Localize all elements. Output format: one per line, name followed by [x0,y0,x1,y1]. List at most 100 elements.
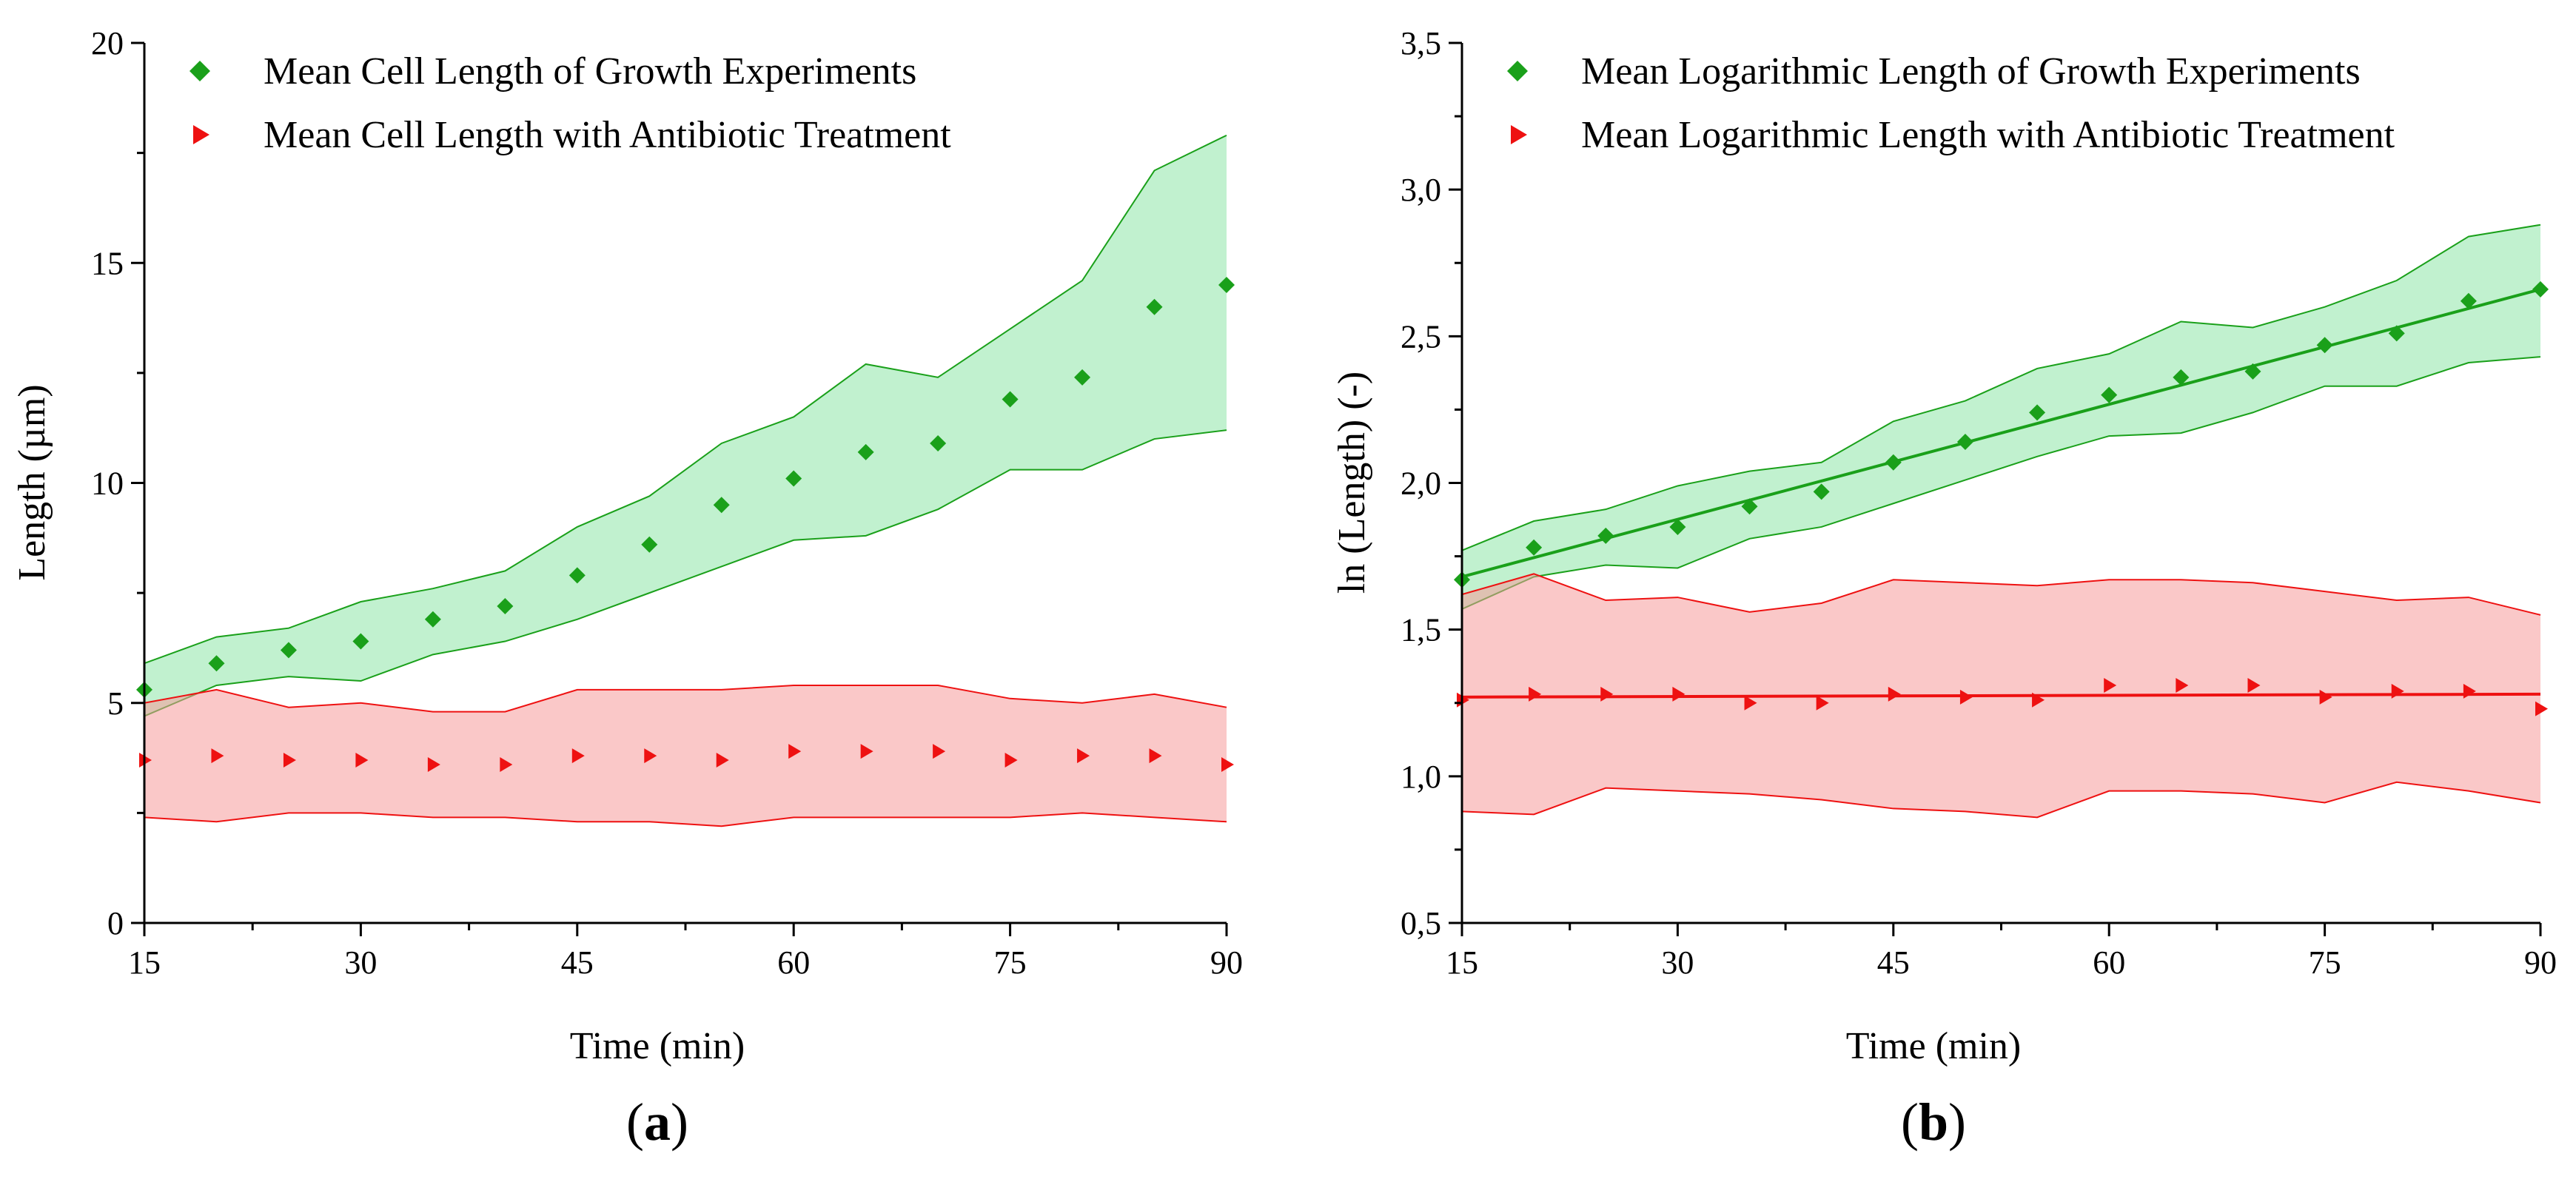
legend-label: Mean Logarithmic Length with Antibiotic … [1581,114,2395,156]
fit-line-growth [1461,287,2541,579]
y-tick-label: 1,0 [1401,759,1441,795]
data-point-antibiotic [933,744,946,759]
data-point-growth [2101,386,2118,403]
legend-marker-triangle-icon [1511,125,1527,144]
data-point-growth [568,567,586,584]
data-point-growth [497,597,514,614]
x-tick-label: 60 [2093,944,2125,981]
data-point-antibiotic [2319,689,2332,705]
y-axis-title: Length (µm) [11,384,53,580]
y-tick-label: 0,5 [1401,905,1441,941]
data-point-growth [2244,363,2261,380]
confidence-band-growth [144,135,1227,716]
data-point-growth [1074,369,1091,386]
data-point-growth [1885,454,1902,471]
band-lower-edge [1461,781,2541,819]
panel-label-close-paren: ) [671,1092,688,1152]
data-point-antibiotic [860,744,873,759]
x-axis-title: Time (min) [1846,1025,2021,1067]
y-axis-title: ln (Length) (-) [1331,372,1373,594]
data-point-growth [1597,527,1614,544]
data-point-antibiotic [1888,686,1901,702]
legend-marker-diamond-icon [189,61,210,81]
y-tick-label: 0 [107,905,124,941]
data-point-antibiotic [2104,677,2117,693]
data-point-antibiotic [2176,677,2189,693]
data-point-growth [785,470,802,487]
data-point-growth [1002,391,1019,408]
data-point-growth [2532,281,2549,298]
data-point-growth [2460,292,2477,309]
panel-label-open-paren: ( [626,1092,644,1152]
panel-label-letter: b [1919,1092,1948,1152]
legend-label: Mean Cell Length of Growth Experiments [264,50,916,93]
y-tick-label: 20 [91,25,124,61]
fit-line-antibiotic [1461,692,2541,699]
x-tick-label: 30 [1661,944,1694,981]
data-point-antibiotic [1529,686,1542,702]
data-point-antibiotic [1672,686,1686,702]
band-upper-edge [144,684,1227,713]
legend-label: Mean Cell Length with Antibiotic Treatme… [264,114,951,156]
band-upper-edge [1461,573,2541,616]
data-point-antibiotic [644,748,657,764]
x-tick-label: 75 [2309,944,2341,981]
data-point-antibiotic [2463,683,2476,699]
x-tick-label: 60 [777,944,810,981]
data-point-growth [1526,539,1543,556]
x-tick-label: 90 [2524,944,2557,981]
data-point-antibiotic [2535,701,2548,716]
band-lower-edge [144,429,1227,717]
x-tick-label: 30 [344,944,377,981]
band-lower-edge [144,812,1227,827]
data-point-antibiotic [1959,689,1973,705]
data-point-growth [930,434,947,451]
data-point-growth [1218,276,1235,293]
data-point-growth [2029,404,2046,421]
data-point-antibiotic [1077,748,1090,764]
data-point-antibiotic [1004,753,1018,768]
x-tick-label: 75 [994,944,1027,981]
data-point-growth [713,497,730,514]
legend-marker-triangle-icon [193,125,209,144]
data-point-antibiotic [571,748,585,764]
y-tick-label: 2,5 [1401,318,1441,355]
data-point-antibiotic [427,756,440,772]
data-point-growth [2388,325,2405,342]
x-tick-label: 15 [1446,944,1478,981]
y-tick-label: 2,0 [1401,466,1441,502]
y-tick-label: 3,5 [1401,25,1441,61]
data-point-antibiotic [211,748,224,764]
x-tick-label: 45 [561,944,594,981]
x-tick-label: 45 [1877,944,1910,981]
data-point-antibiotic [1600,686,1614,702]
data-point-growth [1956,434,1973,451]
y-tick-label: 3,0 [1401,172,1441,208]
data-point-antibiotic [283,753,296,768]
data-point-growth [1146,298,1163,315]
legend-marker-diamond-icon [1507,61,1528,81]
data-point-growth [1669,518,1686,535]
data-point-growth [1813,483,1830,500]
data-point-antibiotic [788,744,802,759]
panel-label-letter: a [644,1092,671,1152]
data-point-antibiotic [500,756,513,772]
x-tick-label: 15 [128,944,161,981]
data-point-antibiotic [1149,748,1162,764]
data-point-growth [352,633,369,650]
data-point-growth [2173,369,2190,386]
panel-label-open-paren: ( [1901,1092,1919,1152]
band-upper-edge [1461,224,2541,551]
data-point-antibiotic [716,753,729,768]
x-tick-label: 90 [1210,944,1243,981]
data-point-growth [424,611,441,628]
legend-label: Mean Logarithmic Length of Growth Experi… [1581,50,2361,93]
data-point-antibiotic [2247,677,2261,693]
panel-label: (a) [626,1092,688,1152]
y-tick-label: 1,5 [1401,612,1441,648]
panel-b: 15 30 45 60 75 90 0,5 1,0 1,5 2,0 2,5 3,0 3,5 Time (m… [1331,25,2557,1152]
y-tick-label: 5 [107,685,124,722]
x-axis-title: Time (min) [570,1025,745,1067]
data-point-antibiotic [1221,756,1234,772]
